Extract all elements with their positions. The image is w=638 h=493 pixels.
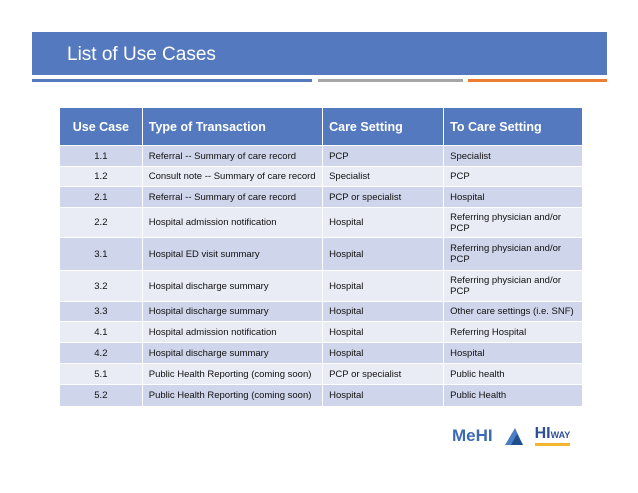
table-cell: Hospital discharge summary bbox=[142, 270, 324, 302]
logos: MeHI HIWAY bbox=[452, 425, 571, 446]
table-cell: Hospital bbox=[322, 270, 445, 302]
table-cell: Hospital bbox=[443, 342, 583, 364]
table-cell: Hospital ED visit summary bbox=[142, 237, 324, 271]
table-cell: 3.1 bbox=[60, 237, 143, 271]
table-cell: 3.2 bbox=[60, 270, 143, 302]
column-header: Care Setting bbox=[322, 108, 445, 146]
divider-orange bbox=[468, 79, 607, 82]
page-title: List of Use Cases bbox=[67, 44, 216, 65]
table-cell: Hospital admission notification bbox=[142, 321, 324, 343]
table-row: 4.2 Hospital discharge summary Hospital Hos… bbox=[60, 342, 583, 364]
table-cell: Hospital discharge summary bbox=[142, 342, 324, 364]
table-cell: Referring physician and/or PCP bbox=[443, 270, 583, 302]
table-cell: Consult note -- Summary of care record bbox=[142, 166, 324, 187]
mehi-logo: MeHI bbox=[452, 425, 493, 445]
table-cell: Public Health Reporting (coming soon) bbox=[142, 363, 324, 385]
table-cell: 5.1 bbox=[60, 363, 143, 385]
table-cell: 2.2 bbox=[60, 207, 143, 238]
table-row: 4.1 Hospital admission notification Hospit… bbox=[60, 321, 583, 343]
table-row: 5.1 Public Health Reporting (coming soon)… bbox=[60, 363, 583, 385]
table-cell: Hospital bbox=[322, 384, 445, 406]
table-cell: 1.1 bbox=[60, 145, 143, 167]
table-cell: Hospital bbox=[443, 186, 583, 208]
table-cell: Specialist bbox=[322, 166, 445, 187]
table-cell: Referring Hospital bbox=[443, 321, 583, 343]
divider-blue bbox=[32, 79, 312, 82]
table-row: 2.1 Referral -- Summary of care record PCP… bbox=[60, 186, 583, 208]
table-cell: 4.1 bbox=[60, 321, 143, 343]
table-cell: Specialist bbox=[443, 145, 583, 167]
table-cell: 3.3 bbox=[60, 301, 143, 322]
table-cell: Hospital bbox=[322, 237, 445, 271]
table-cell: PCP bbox=[322, 145, 445, 167]
table-cell: Public Health bbox=[443, 384, 583, 406]
table-cell: 5.2 bbox=[60, 384, 143, 406]
table-row: 3.3 Hospital discharge summary Hospital Oth… bbox=[60, 301, 583, 322]
table-cell: 1.2 bbox=[60, 166, 143, 187]
table-cell: Referring physician and/or PCP bbox=[443, 207, 583, 238]
table-row: 3.2 Hospital discharge summary Hospital Ref… bbox=[60, 270, 583, 302]
table-row: 1.1 Referral -- Summary of care record PCP… bbox=[60, 145, 583, 167]
table-cell: Hospital bbox=[322, 342, 445, 364]
mountain-logo-icon bbox=[504, 427, 523, 445]
table-row: 5.2 Public Health Reporting (coming soon)… bbox=[60, 384, 583, 406]
divider-gray bbox=[318, 79, 463, 82]
table-cell: Public health bbox=[443, 363, 583, 385]
table-cell: Public Health Reporting (coming soon) bbox=[142, 384, 324, 406]
table-cell: Referring physician and/or PCP bbox=[443, 237, 583, 271]
table-cell: Hospital discharge summary bbox=[142, 301, 324, 322]
table-cell: 2.1 bbox=[60, 186, 143, 208]
use-case-table: Use Case Type of Transaction Care Setting T… bbox=[60, 108, 583, 406]
table-cell: PCP or specialist bbox=[322, 186, 445, 208]
table-cell: Hospital bbox=[322, 301, 445, 322]
column-header: To Care Setting bbox=[443, 108, 583, 146]
table-cell: Other care settings (i.e. SNF) bbox=[443, 301, 583, 322]
table-row: 3.1 Hospital ED visit summary Hospital Refe… bbox=[60, 237, 583, 271]
table-cell: Hospital admission notification bbox=[142, 207, 324, 238]
table-cell: PCP bbox=[443, 166, 583, 187]
table-cell: Referral -- Summary of care record bbox=[142, 145, 324, 167]
table-cell: 4.2 bbox=[60, 342, 143, 364]
hiway-logo: HIWAY bbox=[534, 425, 571, 446]
table-cell: Hospital bbox=[322, 321, 445, 343]
table-cell: Referral -- Summary of care record bbox=[142, 186, 324, 208]
table-cell: PCP or specialist bbox=[322, 363, 445, 385]
column-header: Type of Transaction bbox=[142, 108, 324, 146]
column-header: Use Case bbox=[60, 108, 143, 146]
table-row: 2.2 Hospital admission notification Hospit… bbox=[60, 207, 583, 238]
table-row: 1.2 Consult note -- Summary of care recor… bbox=[60, 166, 583, 187]
table-cell: Hospital bbox=[322, 207, 445, 238]
title-band: List of Use Cases bbox=[32, 32, 607, 75]
